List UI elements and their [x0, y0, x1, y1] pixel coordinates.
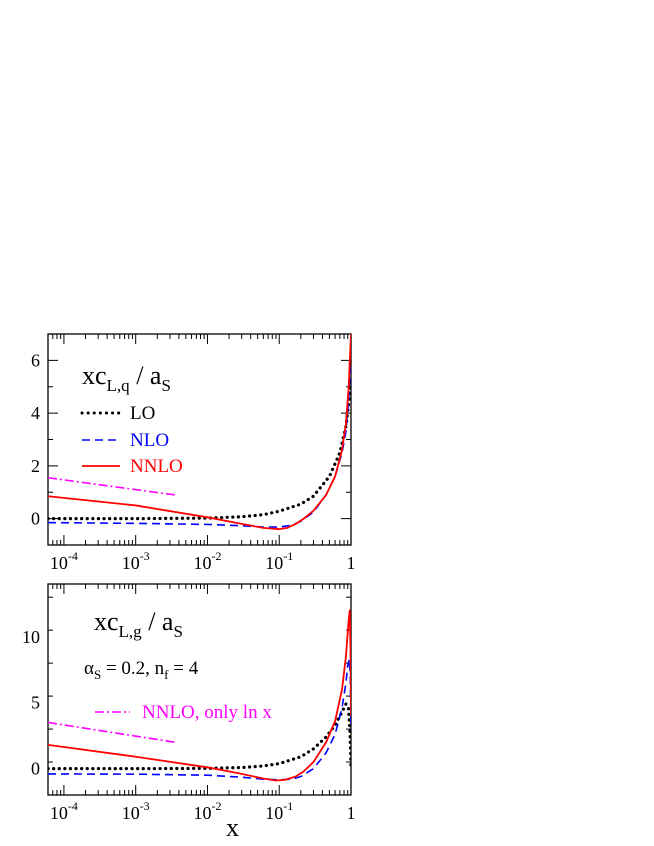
legend-label-nnlo-ln-x: NNLO, only ln x	[142, 702, 272, 723]
x-tick-label: 1	[347, 803, 356, 823]
x-tick-labels: 10-4 10-3 10-2 10-1 1	[50, 799, 356, 823]
legend-label-nlo: NLO	[130, 430, 169, 451]
x-tick-label: 10-3	[122, 549, 150, 573]
legend-item-nnlo: NNLO	[82, 456, 183, 477]
x-tick-label: 1	[347, 553, 356, 573]
legend-item-nlo: NLO	[82, 430, 169, 451]
series-lines	[48, 334, 351, 531]
parameter-annotation: αS = 0.2, nf = 4	[84, 658, 199, 682]
y-tick-label: 6	[31, 350, 40, 370]
legend-item-lo: LO	[80, 403, 155, 424]
series-line-nnlo	[48, 334, 351, 531]
series-line-nlo	[48, 658, 351, 781]
series-lines	[48, 609, 351, 782]
y-tick-label: 4	[31, 403, 40, 423]
series-line-nnlo-only-ln-x	[48, 721, 175, 744]
series-line-lo	[48, 377, 351, 521]
y-tick-label: 10	[22, 627, 40, 647]
x-tick-label: 10-2	[193, 549, 221, 573]
series-line-nnlo	[48, 609, 351, 782]
y-tick-label: 2	[31, 456, 40, 476]
y-tick-label: 0	[31, 509, 40, 529]
legend: NNLO, only ln x	[95, 702, 272, 723]
x-tick-label: 10-2	[193, 799, 221, 823]
x-tick-label: 10-3	[122, 799, 150, 823]
axis-ticks	[47, 584, 352, 796]
x-tick-label: 10-1	[265, 799, 293, 823]
panel-gluon: 0 5 10 10-4 10-3 10-2 10-1 1 xcL,g / aS αS = 0…	[22, 583, 356, 842]
y-tick-labels: 0 5 10	[22, 627, 40, 779]
y-tick-label: 5	[31, 693, 40, 713]
y-tick-labels: 0 2 4 6	[31, 350, 40, 528]
panel-title: xcL,g / aS	[94, 607, 183, 641]
legend-label-nnlo: NNLO	[130, 456, 183, 477]
legend-item-nnlo-ln-x: NNLO, only ln x	[95, 702, 272, 723]
x-tick-label: 10-1	[265, 549, 293, 573]
legend-label-lo: LO	[130, 403, 155, 424]
x-tick-label: 10-4	[50, 549, 78, 573]
x-tick-labels: 10-4 10-3 10-2 10-1 1	[50, 549, 356, 573]
panel-quark: 0 2 4 6 10-4 10-3 10-2 10-1 1 xcL,q / aS LO NLO…	[31, 333, 356, 573]
x-tick-label: 10-4	[50, 799, 78, 823]
x-axis-label: x	[226, 813, 239, 842]
y-tick-label: 0	[31, 759, 40, 779]
legend: LO NLO NNLO	[80, 403, 183, 477]
panel-title: xcL,q / aS	[82, 361, 171, 395]
series-line-nnlo-only-ln-x	[48, 476, 175, 496]
